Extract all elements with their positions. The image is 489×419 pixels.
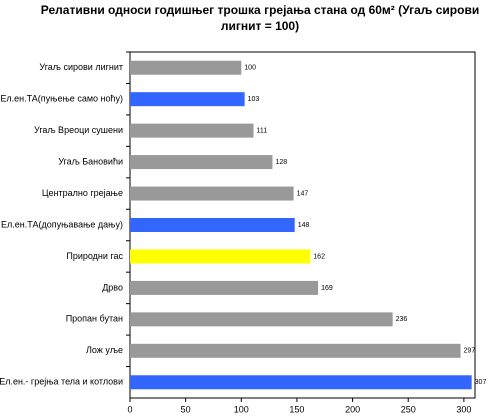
x-tick-label: 200: [345, 404, 360, 414]
value-label: 148: [298, 222, 310, 229]
bar: [130, 218, 295, 232]
x-tick-label: 150: [289, 404, 304, 414]
value-label: 111: [257, 127, 268, 134]
value-label: 307: [475, 379, 487, 386]
value-label: 236: [396, 316, 408, 323]
y-tick-label: Ел.ен.ТА(допуњавање дању): [1, 219, 123, 229]
y-tick-label: Дрво: [102, 282, 123, 292]
chart-title: Релативни односи годишњег трошка грејања…: [40, 3, 480, 33]
bar: [130, 60, 242, 75]
y-tick-label: Централно грејање: [42, 188, 123, 198]
x-tick-label: 300: [456, 404, 471, 414]
bar: [130, 155, 273, 170]
value-label: 162: [313, 253, 325, 260]
x-tick-label: 0: [127, 404, 132, 414]
value-label: 128: [275, 159, 287, 166]
bar: [130, 123, 254, 138]
value-label: 169: [321, 285, 333, 292]
y-tick-label: Ел.ен.ТА(пуњење само ноћу): [0, 94, 123, 104]
y-tick-label: Лож уље: [86, 345, 123, 355]
bar: [130, 249, 311, 264]
bar: [130, 280, 319, 295]
value-label: 147: [297, 190, 309, 197]
bar: [130, 186, 294, 201]
bar: [130, 375, 472, 390]
y-tick-label: Угаљ Бановићи: [58, 156, 123, 166]
value-label: 297: [464, 348, 476, 355]
value-label: 100: [244, 65, 256, 72]
x-tick-label: 50: [181, 404, 191, 414]
y-tick-label: Ел.ен.- грејња тела и котлови: [0, 377, 123, 387]
value-label: 103: [248, 96, 260, 103]
y-tick-label: Пропан бутан: [66, 314, 123, 324]
x-tick-label: 250: [401, 404, 416, 414]
bar: [130, 343, 461, 358]
y-tick-label: Угаљ сирови лигнит: [39, 62, 123, 72]
bar: [130, 312, 393, 327]
y-tick-label: Природни гас: [66, 251, 123, 261]
bar: [130, 92, 245, 107]
x-tick-label: 100: [234, 404, 249, 414]
y-tick-label: Угаљ Вреоци сушени: [34, 125, 123, 135]
